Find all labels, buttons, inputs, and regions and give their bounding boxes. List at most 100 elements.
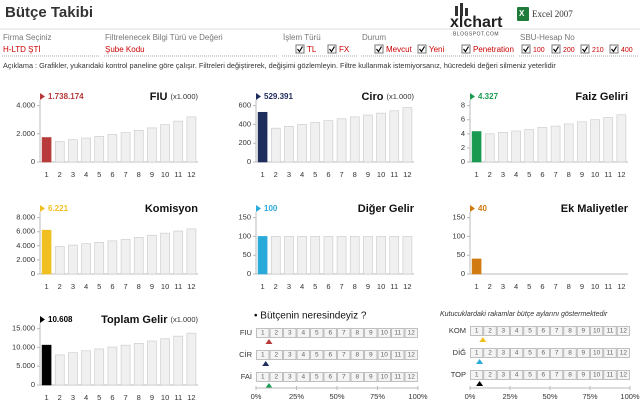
checkbox[interactable] [521,44,531,54]
month-box [550,348,564,358]
bar [471,131,482,163]
checkbox[interactable] [461,44,471,54]
bar [297,124,307,163]
progress-marker [265,339,273,344]
x-tick-label: 3 [287,170,291,179]
month-box-label: 12 [408,352,416,359]
x-tick-label: 1 [44,393,48,402]
x-tick-label: 100% [408,392,428,401]
checkbox[interactable] [609,44,619,54]
month-box [364,350,378,360]
bar [363,114,373,163]
checkbox[interactable] [374,44,384,54]
checkbox-label[interactable]: 100 [533,47,545,54]
filter-label: Durum [362,33,386,42]
x-tick-label: 3 [501,282,505,291]
checkbox[interactable] [580,44,590,54]
month-box [483,326,497,336]
x-tick-label: 75% [582,392,597,401]
row-label: DİĞ [453,348,467,357]
bar [81,350,91,386]
month-box-label: 5 [528,328,532,335]
month-box-label: 3 [288,330,292,337]
bar [471,258,482,275]
month-box-label: 9 [582,350,586,357]
checkbox[interactable] [327,44,337,54]
x-tick-label: 7 [339,170,343,179]
checkbox-label[interactable]: Yeni [429,45,445,54]
month-box-label: 2 [488,372,492,379]
x-tick-label: 12 [403,170,411,179]
x-tick-label: 2 [274,282,278,291]
month-box-label: 4 [301,330,305,337]
x-tick-label: 1 [474,282,478,291]
y-tick-label: 0 [247,157,251,166]
month-box-label: 11 [394,352,401,359]
bar [147,127,157,163]
check-mark [582,46,589,53]
month-box [377,328,391,338]
check-mark [297,46,304,53]
month-box [523,326,537,336]
month-box [563,348,577,358]
y-tick-label: 10.000 [12,342,35,351]
checkbox[interactable] [295,44,305,54]
bar [54,246,65,275]
bar [389,236,400,275]
y-tick-label: 6 [461,115,465,124]
bar [257,236,268,275]
checkbox-label[interactable]: FX [339,45,350,54]
checkbox-label[interactable]: 200 [563,47,575,54]
value-marker [256,93,261,100]
chart-title: Ciro [361,91,383,103]
month-box-label: 7 [555,328,559,335]
filter-value[interactable]: Şube Kodu [105,45,145,54]
checkbox[interactable] [551,44,561,54]
checkbox-label[interactable]: Mevcut [386,45,413,54]
bar [186,116,197,163]
checkbox[interactable] [417,44,427,54]
month-box-label: 5 [315,330,319,337]
check-mark [611,46,618,53]
bar [284,236,294,275]
x-tick-label: 12 [187,282,195,291]
x-tick-label: 2 [58,393,62,402]
bar [173,230,184,275]
bar [107,134,118,163]
month-box [350,350,364,360]
checkbox-label[interactable]: 210 [592,47,604,54]
checkbox-label[interactable]: Penetration [473,45,514,54]
checkbox-label[interactable]: TL [307,45,317,54]
x-tick-label: 5 [97,170,101,179]
y-tick-label: 100 [452,231,465,240]
y-tick-label: 200 [238,138,251,147]
month-box [256,350,270,360]
value-marker [40,316,45,323]
bar [484,133,495,163]
month-box [470,370,484,380]
month-box-label: 1 [475,372,479,379]
checkbox-label[interactable]: 400 [621,47,633,54]
bar [270,127,281,163]
x-tick-label: 4 [84,282,88,291]
value-label: 10.608 [48,315,73,324]
month-box-label: 1 [475,328,479,335]
y-tick-label: 50 [243,250,251,259]
bar [147,234,157,275]
bar [297,236,307,275]
check-mark [553,46,560,53]
x-tick-label: 5 [313,170,317,179]
x-tick-label: 8 [353,282,357,291]
month-box-label: 4 [301,374,305,381]
month-box-label: 9 [369,330,373,337]
x-tick-label: 1 [44,170,48,179]
filter-value[interactable]: H-LTD ŞTİ [3,45,41,54]
month-box [256,372,270,382]
panel-title: Kutucuklardaki rakamlar bütçe aylarını g… [440,311,608,318]
month-box-label: 9 [369,352,373,359]
month-box [603,326,617,336]
x-tick-label: 11 [604,170,612,179]
bar [349,116,360,163]
x-tick-label: 6 [110,282,114,291]
x-tick-label: 8 [567,282,571,291]
